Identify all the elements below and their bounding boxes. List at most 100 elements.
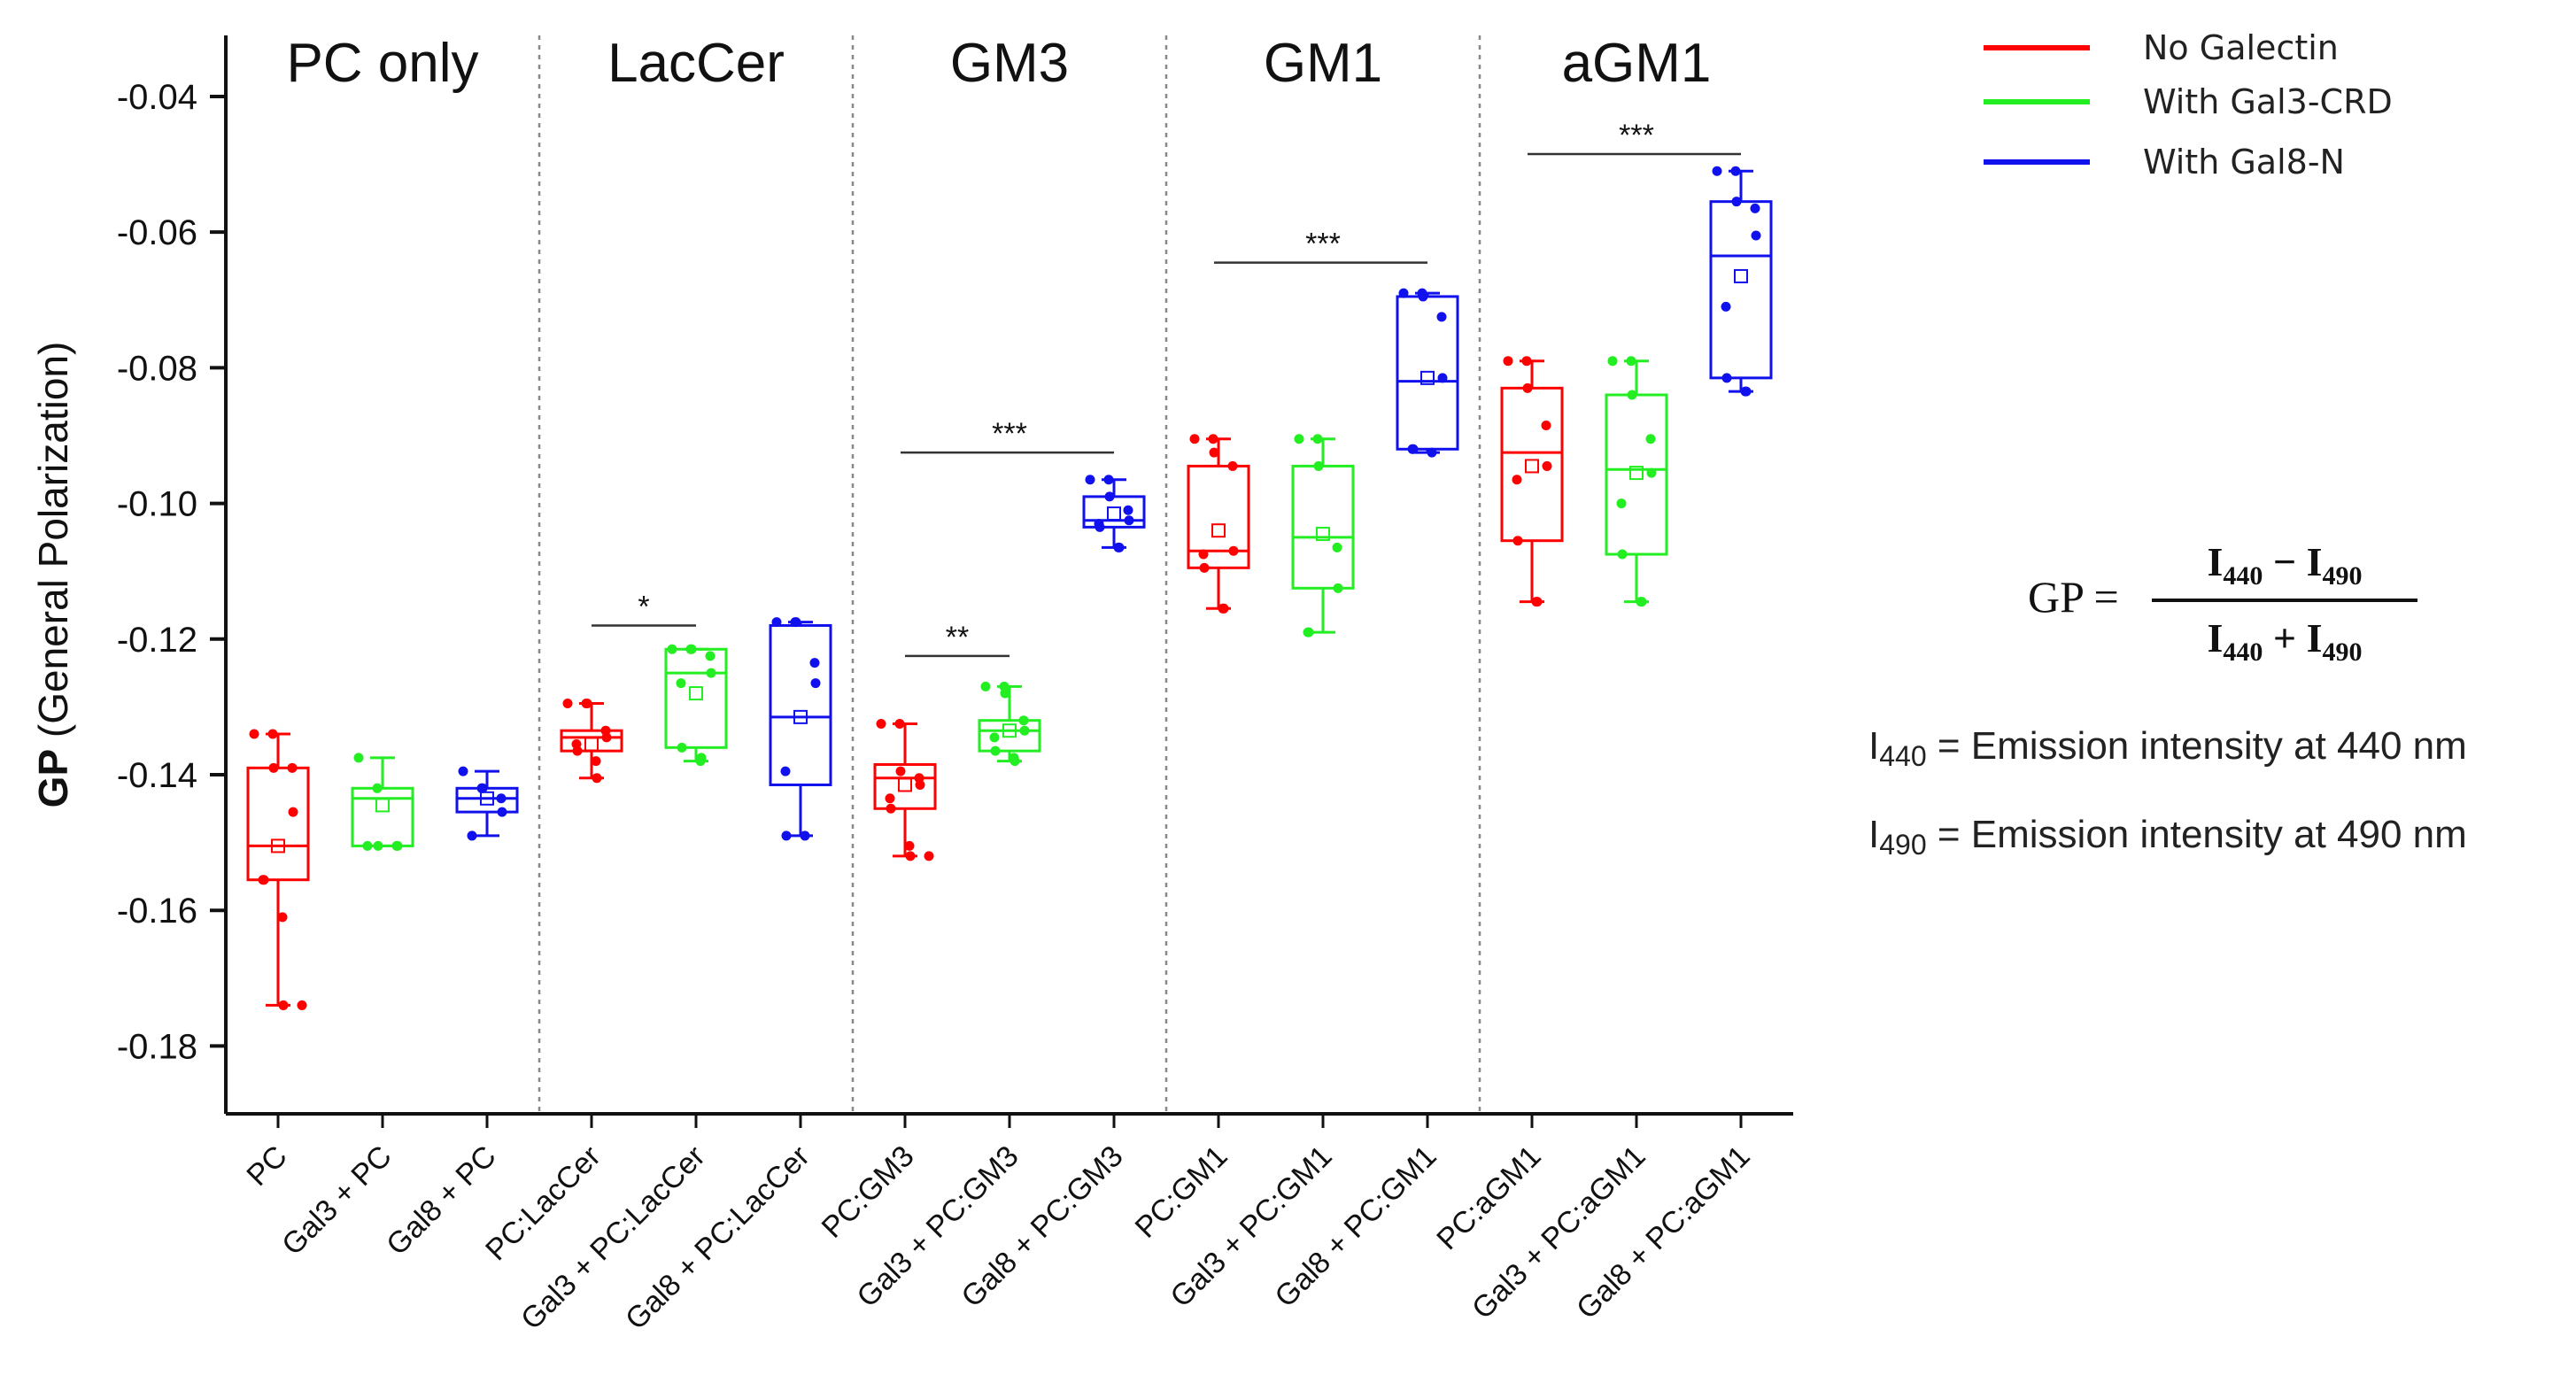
- data-point: [791, 617, 801, 628]
- box-iqr: [978, 719, 1041, 753]
- data-point: [1218, 603, 1229, 614]
- legend-item-gal8: With Gal8-N: [1984, 143, 2345, 182]
- significance-label: **: [946, 621, 969, 654]
- data-point: [1312, 434, 1323, 444]
- data-point: [1303, 627, 1314, 637]
- box-iqr: [1709, 200, 1773, 380]
- data-point: [1104, 491, 1115, 502]
- data-point: [1124, 515, 1134, 526]
- group-title: aGM1: [1562, 33, 1712, 94]
- mean-marker: [689, 686, 703, 701]
- data-point: [800, 830, 810, 841]
- data-point: [885, 793, 895, 804]
- group-title: GM3: [950, 33, 1069, 94]
- data-point: [1332, 542, 1342, 552]
- data-point: [810, 678, 821, 689]
- y-tick-label: -0.12: [117, 621, 197, 660]
- data-point: [1436, 312, 1447, 322]
- data-point: [1636, 597, 1647, 607]
- data-point: [895, 766, 906, 776]
- data-point: [1198, 549, 1209, 560]
- mean-marker: [1420, 370, 1435, 385]
- data-point: [1607, 356, 1618, 367]
- data-point: [1730, 166, 1741, 176]
- data-point: [1209, 447, 1219, 458]
- legend-item-gal3: With Gal3-CRD: [1984, 82, 2393, 121]
- mean-marker: [1107, 506, 1121, 521]
- data-point: [582, 699, 592, 709]
- data-point: [1542, 460, 1552, 471]
- data-point: [591, 756, 601, 767]
- data-point: [1522, 382, 1533, 393]
- box-iqr: [769, 623, 832, 786]
- formula-denominator: I440 + I490: [2207, 615, 2363, 668]
- data-point: [268, 762, 279, 773]
- data-point: [297, 1000, 307, 1010]
- data-point: [259, 875, 269, 885]
- data-point: [886, 803, 896, 814]
- data-point: [1227, 460, 1238, 471]
- legend-label: With Gal3-CRD: [2143, 82, 2393, 121]
- data-point: [1408, 444, 1419, 454]
- box-iqr: [1605, 393, 1668, 556]
- data-point: [1712, 166, 1722, 176]
- formula-bar: [2152, 599, 2417, 602]
- y-tick-label: -0.18: [117, 1027, 197, 1066]
- mean-marker: [898, 777, 912, 792]
- data-point: [497, 807, 507, 817]
- formula-numerator: I440 − I490: [2207, 539, 2363, 591]
- gp-formula: GP = I440 − I490 I440 + I490: [2028, 531, 2435, 673]
- y-tick-label: -0.16: [117, 892, 197, 931]
- data-point: [372, 783, 383, 793]
- y-tick-label: -0.08: [117, 349, 197, 388]
- significance-label: *: [638, 590, 649, 623]
- data-point: [1095, 521, 1105, 532]
- data-point: [1541, 420, 1551, 430]
- data-point: [1427, 447, 1437, 458]
- data-point: [696, 753, 707, 763]
- data-point: [771, 617, 782, 628]
- x-tick-label: Gal8 + PC:LacCer: [619, 1139, 816, 1337]
- data-point: [1103, 475, 1114, 485]
- x-tick-label: PC:GM1: [1129, 1139, 1234, 1245]
- definition-i490: I490 = Emission intensity at 490 nm: [1868, 813, 2467, 861]
- x-tick-label: PC: [240, 1139, 293, 1193]
- data-point: [1616, 498, 1627, 509]
- data-point: [1617, 549, 1628, 560]
- data-point: [780, 766, 791, 776]
- data-point: [477, 783, 488, 793]
- data-point: [1019, 725, 1030, 736]
- x-tick-label: PC:GM3: [816, 1139, 921, 1245]
- data-point: [1123, 505, 1133, 515]
- data-point: [496, 793, 507, 804]
- data-point: [572, 745, 583, 756]
- box-iqr: [664, 647, 728, 749]
- data-point: [1114, 542, 1125, 552]
- data-point: [1750, 203, 1760, 213]
- data-point: [990, 745, 1001, 756]
- mean-marker: [1629, 466, 1644, 481]
- data-point: [458, 766, 468, 776]
- mean-marker: [1002, 723, 1017, 738]
- legend-line-red: [1984, 45, 2090, 50]
- data-point: [1512, 475, 1522, 485]
- data-point: [249, 729, 259, 739]
- data-point: [1503, 356, 1513, 367]
- box-iqr: [1082, 495, 1146, 529]
- box-iqr: [560, 729, 623, 753]
- data-point: [1010, 756, 1020, 767]
- data-point: [1199, 562, 1210, 573]
- mean-marker: [1211, 523, 1226, 538]
- data-point: [1645, 434, 1656, 444]
- data-point: [677, 742, 687, 753]
- mean-marker: [1734, 268, 1748, 283]
- data-point: [904, 840, 915, 851]
- data-point: [1333, 583, 1343, 593]
- y-tick-label: -0.14: [117, 756, 197, 795]
- formula-fraction: I440 − I490 I440 + I490: [2152, 531, 2417, 669]
- data-point: [667, 644, 677, 654]
- y-axis-title: GP (General Polarization): [30, 342, 76, 808]
- y-tick-label: -0.06: [117, 213, 197, 252]
- box-iqr: [1187, 464, 1250, 569]
